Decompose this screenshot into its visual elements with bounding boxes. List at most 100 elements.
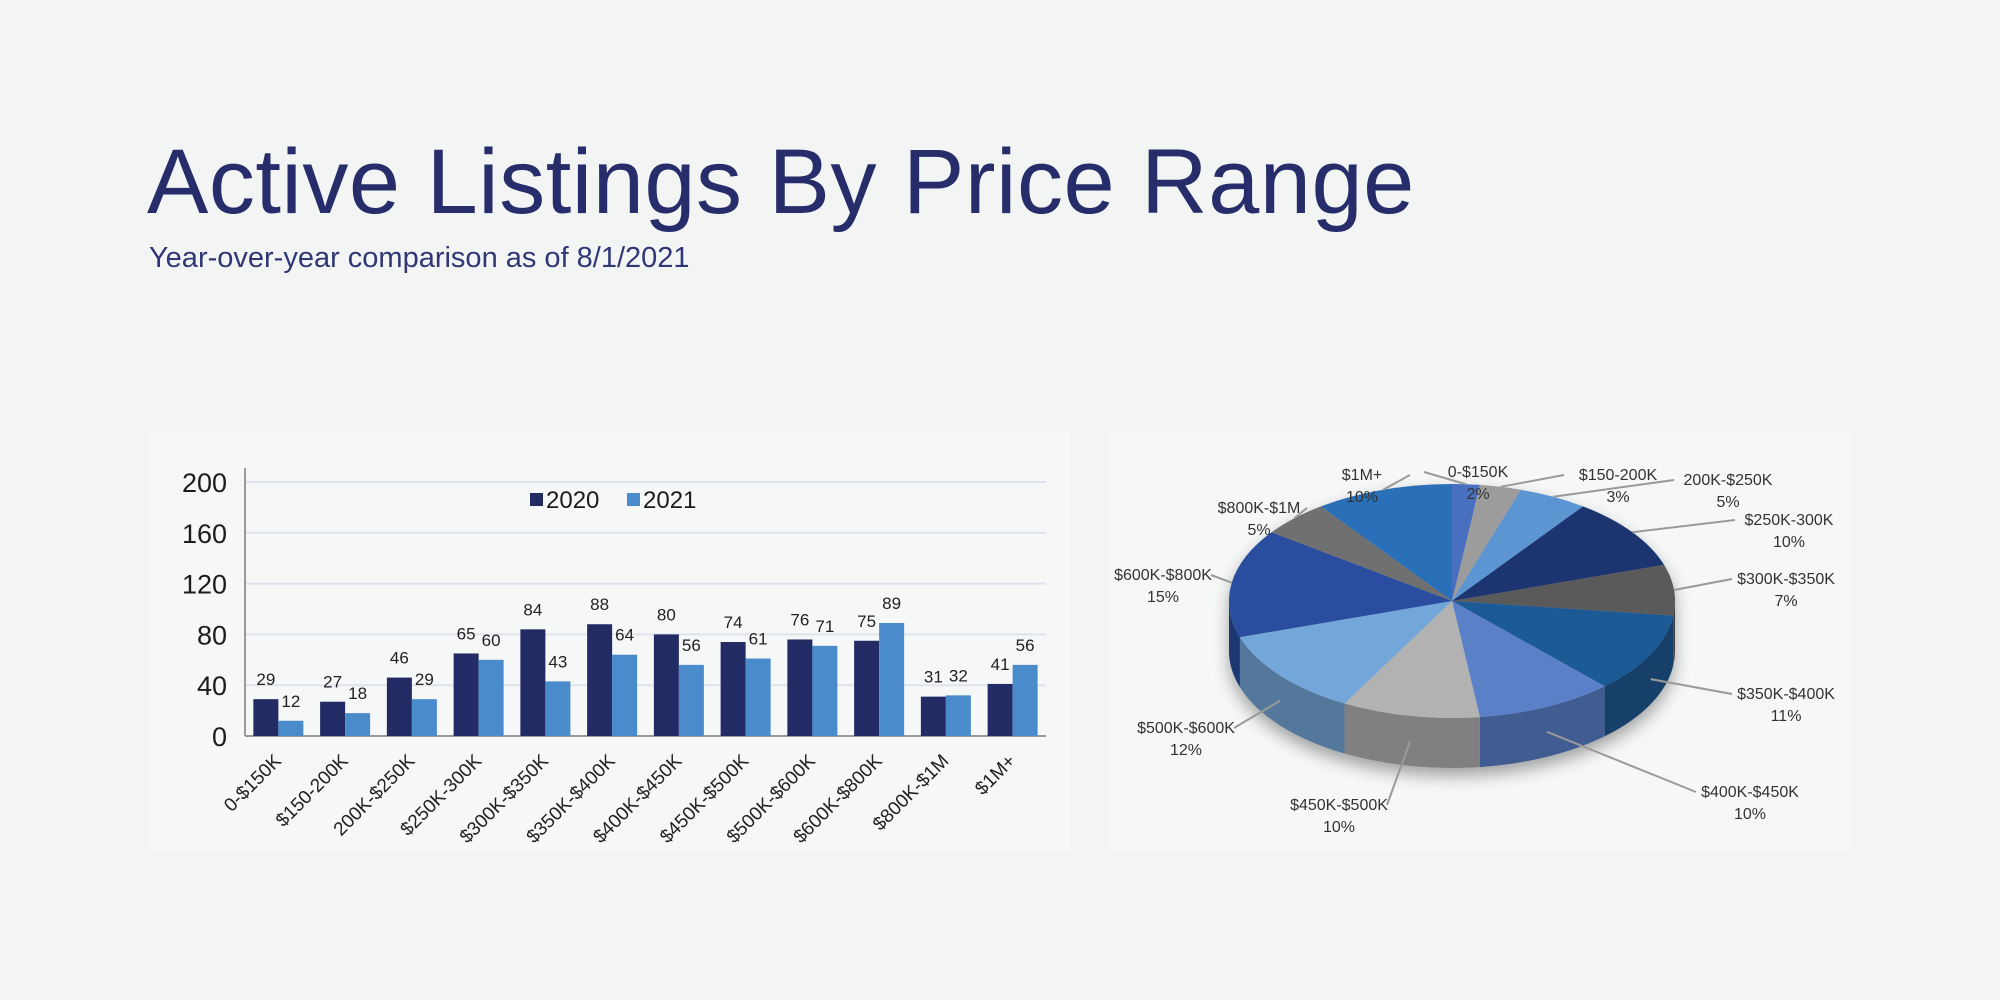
page-subtitle: Year-over-year comparison as of 8/1/2021 [149, 242, 690, 274]
bar-2021 [879, 622, 905, 736]
pie-slice-label: $400K-$450K [1701, 784, 1799, 801]
pie-slice [1344, 601, 1480, 718]
pie-slice [1271, 506, 1452, 601]
pie-slice-percent: 5% [1247, 522, 1270, 539]
pie-slice-side [1479, 686, 1605, 768]
pie-slice-label: $250K-300K [1745, 512, 1834, 529]
pie-slice-label: $350K-$400K [1737, 686, 1835, 703]
legend-swatch-2020 [530, 493, 543, 506]
bar-data-label: 43 [548, 652, 567, 671]
bar-2021 [545, 681, 571, 736]
pie-leader-line [1386, 740, 1412, 806]
pie-chart-panel: 0-$150K 2% $150-200K 3% 200K-$250K 5% $250K-30… [1110, 431, 1850, 852]
bar-2021 [278, 720, 304, 736]
bar-data-label: 29 [256, 670, 275, 689]
bar-2020 [453, 653, 479, 736]
bar-data-label: 76 [790, 610, 809, 629]
pie-slice-side [1673, 601, 1675, 666]
pie-slice-side [1604, 615, 1674, 737]
pie-slice-side [1239, 637, 1345, 754]
pie-slice-label: $600K-$800K [1114, 567, 1212, 584]
pie-slice-label: 200K-$250K [1684, 472, 1773, 489]
pie-slice-label: $500K-$600K [1137, 720, 1235, 737]
bar-2020 [920, 696, 946, 736]
bar-2021 [478, 659, 504, 736]
bar-2021 [612, 654, 638, 736]
bar-2021 [678, 664, 704, 736]
bar-data-label: 61 [749, 630, 768, 649]
pie-slice-percent: 15% [1147, 589, 1179, 606]
bar-2020 [520, 629, 546, 736]
bar-2020 [987, 683, 1013, 736]
pie-slice-label: $800K-$1M [1218, 500, 1301, 517]
pie-slice-percent: 10% [1323, 819, 1355, 836]
pie-slice-percent: 5% [1716, 494, 1739, 511]
pie-slice-percent: 10% [1773, 534, 1805, 551]
bar-2021 [945, 695, 971, 736]
x-tick-label: 0-$150K [220, 750, 286, 816]
pie-leader-line [1673, 578, 1733, 591]
pie-chart: 0-$150K 2% $150-200K 3% 200K-$250K 5% $250K-30… [1114, 464, 1835, 836]
pie-slice-percent: 12% [1170, 742, 1202, 759]
bar-2020 [720, 642, 746, 736]
y-tick-label: 160 [182, 519, 227, 549]
pie-slice [1452, 601, 1605, 718]
bar-data-label: 31 [924, 668, 943, 687]
pie-slice [1452, 484, 1480, 601]
pie-slice-side [1344, 703, 1480, 768]
bar-data-label: 12 [281, 692, 300, 711]
bar-data-label: 89 [882, 594, 901, 613]
bar-2020 [320, 701, 346, 736]
bar-data-label: 64 [615, 626, 634, 645]
legend-swatch-2021 [627, 493, 640, 506]
pie-slice [1452, 484, 1521, 601]
pie-leader-line [1382, 474, 1411, 491]
pie-slice [1320, 484, 1452, 601]
pie-slice-percent: 10% [1346, 489, 1378, 506]
page-title: Active Listings By Price Range [147, 131, 1415, 233]
bar-data-label: 74 [724, 613, 743, 632]
bar-2020 [386, 677, 412, 736]
bar-2021 [1012, 664, 1038, 736]
bar-data-label: 32 [949, 666, 968, 685]
y-tick-label: 120 [182, 570, 227, 600]
bar-2020 [587, 624, 613, 736]
pie-slice-percent: 11% [1771, 708, 1802, 725]
pie-leader-line [1632, 519, 1736, 534]
legend-label: 2020 [546, 487, 599, 514]
bar-2021 [411, 699, 437, 736]
pie-slice-percent: 10% [1734, 806, 1766, 823]
y-tick-label: 40 [197, 671, 227, 701]
pie-slice-label: 0-$150K [1448, 464, 1509, 481]
pie-slice-side [1229, 601, 1240, 688]
bar-2020 [653, 634, 679, 736]
pie-slice [1452, 489, 1584, 601]
bar-data-label: 29 [415, 670, 434, 689]
bar-data-label: 65 [457, 624, 476, 643]
pie-body [1229, 484, 1675, 768]
y-tick-label: 80 [197, 620, 227, 650]
bar-2021 [745, 658, 771, 736]
pie-slice-percent: 2% [1466, 486, 1489, 503]
pie-slice [1452, 564, 1675, 616]
pie-slice-label: $450K-$500K [1290, 797, 1388, 814]
bar-2020 [787, 639, 813, 736]
bar-data-label: 88 [590, 595, 609, 614]
bar-2020 [253, 699, 279, 736]
legend-label: 2021 [643, 487, 696, 514]
bar-data-label: 84 [523, 600, 542, 619]
pie-leader-line [1210, 574, 1233, 584]
pie-slice [1452, 601, 1674, 687]
pie-leader-line [1500, 474, 1565, 488]
pie-leader-line [1553, 479, 1675, 498]
bar-data-label: 60 [482, 631, 501, 650]
bar-data-label: 71 [815, 617, 834, 636]
bar-data-label: 46 [390, 649, 409, 668]
pie-slice [1452, 506, 1665, 601]
pie-slice [1229, 532, 1452, 638]
bar-data-label: 18 [348, 684, 367, 703]
pie-slice-percent: 3% [1606, 489, 1629, 506]
bar-data-label: 80 [657, 605, 676, 624]
bar-chart-panel: 0 40 80 120 160 200 29 12 0-$150K 27 18 $150-200K 46… [149, 431, 1071, 852]
pie-slice [1239, 601, 1452, 704]
